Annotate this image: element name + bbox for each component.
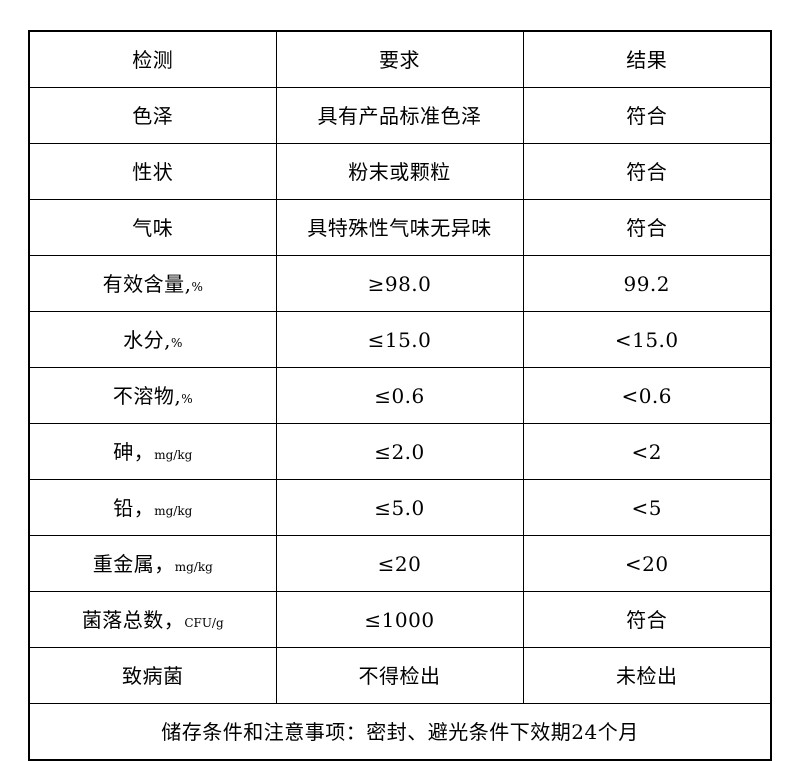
cell-requirement: ≤0.6 xyxy=(275,367,524,424)
item-unit-separator: , xyxy=(174,383,182,408)
cell-item: 水分,% xyxy=(28,311,277,368)
spec-table-container: 检测 要求 结果 色泽 具有产品标准色泽 符合 性状 粉末或颗粒 符合 气味 具特殊性气味无异… xyxy=(28,30,772,761)
item-name: 水分 xyxy=(123,327,165,352)
item-unit-separator: ， xyxy=(133,439,155,464)
cell-item: 不溶物,% xyxy=(28,367,277,424)
item-unit: % xyxy=(181,391,193,406)
item-name: 气味 xyxy=(132,215,174,240)
cell-requirement: 具有产品标准色泽 xyxy=(275,87,524,144)
cell-result: <20 xyxy=(522,535,772,592)
table-row: 水分,% ≤15.0 <15.0 xyxy=(28,311,772,368)
item-unit: mg/kg xyxy=(154,447,193,462)
cell-item: 菌落总数，CFU/g xyxy=(28,591,277,648)
cell-result: <5 xyxy=(522,479,772,536)
cell-result: <15.0 xyxy=(522,311,772,368)
cell-result: 符合 xyxy=(522,143,772,200)
table-footer-row: 储存条件和注意事项：密封、避光条件下效期24个月 xyxy=(28,703,772,761)
cell-result: 符合 xyxy=(522,199,772,256)
cell-item: 气味 xyxy=(28,199,277,256)
cell-requirement: ≤15.0 xyxy=(275,311,524,368)
item-unit-separator: ， xyxy=(154,551,175,576)
item-name: 菌落总数 xyxy=(81,607,164,632)
item-name: 致病菌 xyxy=(122,663,184,688)
table-row: 性状 粉末或颗粒 符合 xyxy=(28,143,772,200)
cell-item: 重金属，mg/kg xyxy=(28,535,277,592)
cell-result: 符合 xyxy=(522,87,772,144)
item-unit-separator: , xyxy=(164,327,171,352)
cell-requirement: ≥98.0 xyxy=(275,255,524,312)
table-row: 不溶物,% ≤0.6 <0.6 xyxy=(28,367,772,424)
cell-result: <2 xyxy=(522,423,772,480)
item-unit: mg/kg xyxy=(174,559,213,574)
cell-item: 性状 xyxy=(28,143,277,200)
item-unit: mg/kg xyxy=(154,503,193,518)
cell-item: 色泽 xyxy=(28,87,277,144)
item-unit: CFU/g xyxy=(184,615,224,630)
cell-item: 有效含量,% xyxy=(28,255,277,312)
item-name: 有效含量 xyxy=(102,271,185,296)
table-header: 检测 要求 结果 xyxy=(28,30,772,88)
cell-item: 砷，mg/kg xyxy=(28,423,277,480)
table-body: 色泽 具有产品标准色泽 符合 性状 粉末或颗粒 符合 气味 具特殊性气味无异味 符合 有效含量,%… xyxy=(28,87,772,704)
item-name: 重金属 xyxy=(92,551,155,576)
item-unit: % xyxy=(191,279,203,294)
specification-table: 检测 要求 结果 色泽 具有产品标准色泽 符合 性状 粉末或颗粒 符合 气味 具特殊性气味无异… xyxy=(28,30,772,761)
table-row: 砷，mg/kg ≤2.0 <2 xyxy=(28,423,772,480)
table-row: 铅，mg/kg ≤5.0 <5 xyxy=(28,479,772,536)
table-row: 菌落总数，CFU/g ≤1000 符合 xyxy=(28,591,772,648)
cell-requirement: ≤1000 xyxy=(275,591,524,648)
cell-item: 致病菌 xyxy=(28,647,277,704)
table-row: 致病菌 不得检出 未检出 xyxy=(28,647,772,704)
cell-result: 未检出 xyxy=(522,647,772,704)
item-name: 铅 xyxy=(113,495,134,520)
cell-result: 符合 xyxy=(522,591,772,648)
table-footer: 储存条件和注意事项：密封、避光条件下效期24个月 xyxy=(28,703,772,761)
column-header-requirement: 要求 xyxy=(275,30,524,88)
cell-requirement: ≤2.0 xyxy=(275,423,524,480)
table-row: 气味 具特殊性气味无异味 符合 xyxy=(28,199,772,256)
cell-requirement: 不得检出 xyxy=(275,647,524,704)
item-name: 色泽 xyxy=(132,103,174,128)
cell-item: 铅，mg/kg xyxy=(28,479,277,536)
table-header-row: 检测 要求 结果 xyxy=(28,30,772,88)
cell-result: <0.6 xyxy=(522,367,772,424)
cell-requirement: 具特殊性气味无异味 xyxy=(275,199,524,256)
cell-requirement: ≤5.0 xyxy=(275,479,524,536)
column-header-result: 结果 xyxy=(522,30,772,88)
table-row: 色泽 具有产品标准色泽 符合 xyxy=(28,87,772,144)
cell-requirement: ≤20 xyxy=(275,535,524,592)
item-name: 不溶物 xyxy=(112,383,175,408)
table-row: 有效含量,% ≥98.0 99.2 xyxy=(28,255,772,312)
storage-notes: 储存条件和注意事项：密封、避光条件下效期24个月 xyxy=(28,703,772,761)
item-unit-separator: , xyxy=(184,271,192,296)
cell-requirement: 粉末或颗粒 xyxy=(275,143,524,200)
item-name: 砷 xyxy=(113,439,134,464)
table-row: 重金属，mg/kg ≤20 <20 xyxy=(28,535,772,592)
item-unit-separator: ， xyxy=(133,495,155,520)
column-header-item: 检测 xyxy=(28,30,277,88)
item-name: 性状 xyxy=(132,159,174,184)
cell-result: 99.2 xyxy=(522,255,772,312)
item-unit-separator: ， xyxy=(163,607,185,632)
item-unit: % xyxy=(170,335,183,350)
